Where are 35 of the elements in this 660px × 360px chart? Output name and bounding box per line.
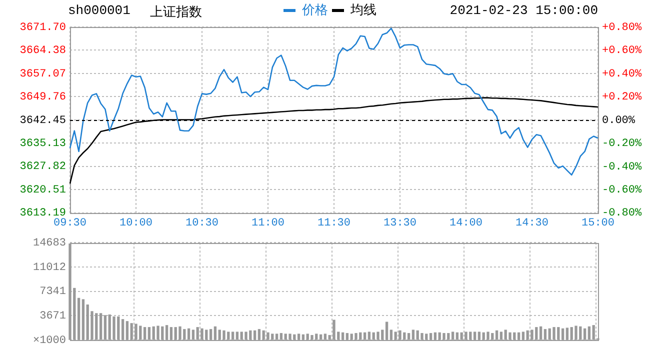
y-tick-label: 3664.38	[20, 45, 66, 58]
text: 2021-02-23 15:00:00	[450, 3, 598, 18]
chart-subtitle: sh000001	[68, 3, 130, 18]
x-tick-label: 09:30	[53, 217, 87, 230]
y2-tick-label: +0.80%	[602, 22, 642, 34]
legend-label: 价格	[301, 2, 328, 18]
y-tick-label: 3671	[40, 310, 66, 323]
y2-tick-label: +0.40%	[602, 68, 642, 80]
y-tick-label: 3657.07	[20, 68, 66, 80]
y2-tick-label: -0.40%	[602, 161, 642, 174]
y-tick-label: 14683	[32, 238, 66, 250]
y2-tick-label: -0.20%	[602, 138, 642, 150]
x-tick-label: 11:30	[317, 217, 351, 230]
y2-tick-label: +0.60%	[602, 45, 642, 58]
y-tick-label: 3635.13	[20, 138, 66, 150]
x-tick-label: 10:00	[119, 217, 153, 230]
legend-label: 均线	[350, 2, 376, 18]
x-tick-label: 11:00	[251, 217, 285, 230]
x-tick-label: 10:30	[185, 217, 219, 230]
y-tick-label: 11012	[32, 262, 66, 274]
x-tick-label: 14:30	[515, 217, 549, 230]
x-tick-label: 14:00	[449, 217, 483, 230]
y2-tick-label: 0.00%	[602, 114, 636, 127]
y-tick-label: 3627.82	[20, 161, 66, 174]
chart-title: 上证指数	[150, 4, 202, 21]
x-tick-label: 15:00	[581, 217, 615, 230]
y2-tick-label: +0.20%	[602, 92, 642, 104]
y-axis-title: ×1000	[32, 334, 66, 347]
y-tick-label: 7341	[40, 286, 66, 298]
y2-tick-label: -0.60%	[602, 184, 642, 196]
y-tick-label: 3642.45	[20, 114, 66, 127]
y-tick-label: 3649.76	[20, 92, 66, 104]
x-tick-label: 13:30	[383, 217, 417, 230]
y-tick-label: 3671.70	[20, 22, 66, 34]
y-tick-label: 3620.51	[20, 184, 66, 196]
